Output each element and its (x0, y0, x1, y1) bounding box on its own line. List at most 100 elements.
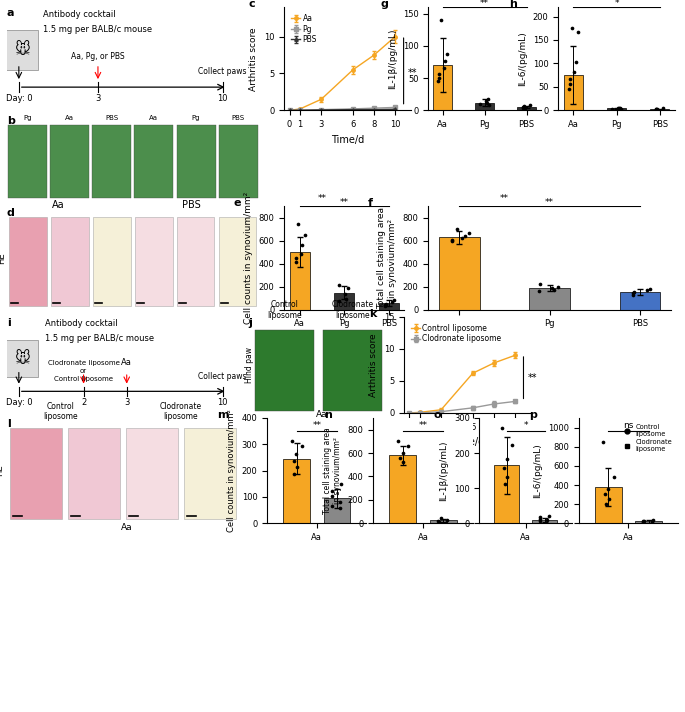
Bar (334, 293, 354, 310)
Text: **: ** (340, 198, 349, 207)
Text: Clodronate liposome: Clodronate liposome (48, 360, 119, 366)
Point (336, 478, 347, 490)
Text: Day: 0: Day: 0 (5, 94, 32, 103)
Text: Aa: Aa (121, 358, 132, 367)
Y-axis label: Arthritis score: Arthritis score (369, 333, 378, 397)
Text: Clodronate
liposome: Clodronate liposome (332, 300, 374, 320)
Point (570, 57, 581, 68)
Point (297, 441, 308, 452)
Text: Aa: Aa (316, 410, 327, 419)
Point (542, 515, 553, 526)
Text: 3: 3 (95, 94, 101, 103)
Point (651, 104, 662, 115)
Text: **: ** (545, 198, 554, 207)
Text: **: ** (408, 68, 417, 78)
Y-axis label: Total cell staining area
in synovium/mm²: Total cell staining area in synovium/mm² (323, 427, 342, 514)
Point (628, 286, 639, 298)
Point (518, 102, 529, 113)
Point (658, 103, 669, 114)
Point (535, 513, 546, 525)
Point (642, 285, 653, 296)
Point (435, 512, 446, 523)
Text: h: h (510, 0, 517, 9)
Text: **: ** (312, 422, 321, 431)
Text: n: n (324, 409, 332, 419)
Point (600, 488, 611, 500)
Point (543, 510, 554, 521)
Point (326, 500, 337, 511)
Point (442, 514, 453, 525)
Point (451, 223, 462, 234)
Text: Aa: Aa (65, 115, 74, 121)
FancyBboxPatch shape (6, 340, 38, 377)
Point (288, 468, 299, 480)
Point (379, 299, 390, 310)
Point (293, 218, 304, 229)
FancyBboxPatch shape (51, 217, 88, 305)
FancyBboxPatch shape (323, 330, 382, 412)
Point (335, 503, 346, 514)
Bar (379, 303, 399, 310)
Text: Antibody cocktail: Antibody cocktail (45, 319, 118, 328)
Point (459, 230, 470, 241)
Bar (475, 103, 494, 110)
Point (652, 104, 663, 115)
Point (507, 439, 518, 451)
Text: **: ** (500, 194, 509, 203)
Point (627, 289, 638, 300)
Point (288, 455, 299, 466)
Text: **: ** (317, 194, 327, 203)
Point (647, 514, 658, 525)
Bar (564, 75, 583, 110)
Point (598, 436, 609, 447)
Point (645, 283, 656, 295)
Point (403, 440, 414, 451)
Text: b: b (7, 116, 14, 126)
FancyBboxPatch shape (219, 125, 258, 199)
FancyBboxPatch shape (92, 125, 131, 199)
Text: Antibody cocktail: Antibody cocktail (42, 10, 116, 19)
Text: *: * (593, 0, 597, 4)
Text: PBS: PBS (105, 115, 119, 121)
Point (292, 462, 303, 473)
Point (569, 66, 580, 78)
Point (290, 256, 301, 267)
Point (480, 95, 491, 107)
Point (395, 452, 406, 464)
Bar (532, 520, 557, 523)
Y-axis label: IL-6/(pg/mL): IL-6/(pg/mL) (534, 444, 543, 498)
Point (519, 103, 530, 114)
Point (518, 101, 529, 112)
Point (534, 285, 545, 296)
Point (398, 456, 409, 468)
Text: g: g (381, 0, 388, 9)
Bar (517, 107, 536, 110)
Point (638, 515, 649, 527)
Text: Aa: Aa (121, 523, 132, 532)
Bar (283, 459, 310, 523)
Text: i: i (7, 318, 10, 328)
Text: *: * (614, 0, 619, 8)
Point (563, 83, 574, 95)
Point (433, 75, 444, 86)
Bar (620, 292, 660, 310)
Point (432, 515, 443, 526)
Bar (595, 487, 622, 523)
Text: **: ** (419, 422, 427, 431)
FancyBboxPatch shape (134, 125, 173, 199)
Text: 1.5 mg per BALB/c mouse: 1.5 mg per BALB/c mouse (42, 25, 152, 34)
Point (474, 98, 485, 110)
FancyBboxPatch shape (68, 429, 120, 519)
FancyBboxPatch shape (177, 217, 214, 305)
Point (608, 471, 619, 483)
Y-axis label: Cell counts in synovium/mm²: Cell counts in synovium/mm² (244, 192, 253, 324)
FancyBboxPatch shape (10, 429, 62, 519)
Point (566, 22, 577, 33)
Point (573, 27, 584, 38)
FancyBboxPatch shape (126, 429, 178, 519)
Text: ns: ns (623, 422, 634, 431)
Bar (429, 520, 457, 523)
Text: d: d (7, 207, 14, 217)
Point (483, 93, 494, 105)
Point (612, 103, 623, 114)
